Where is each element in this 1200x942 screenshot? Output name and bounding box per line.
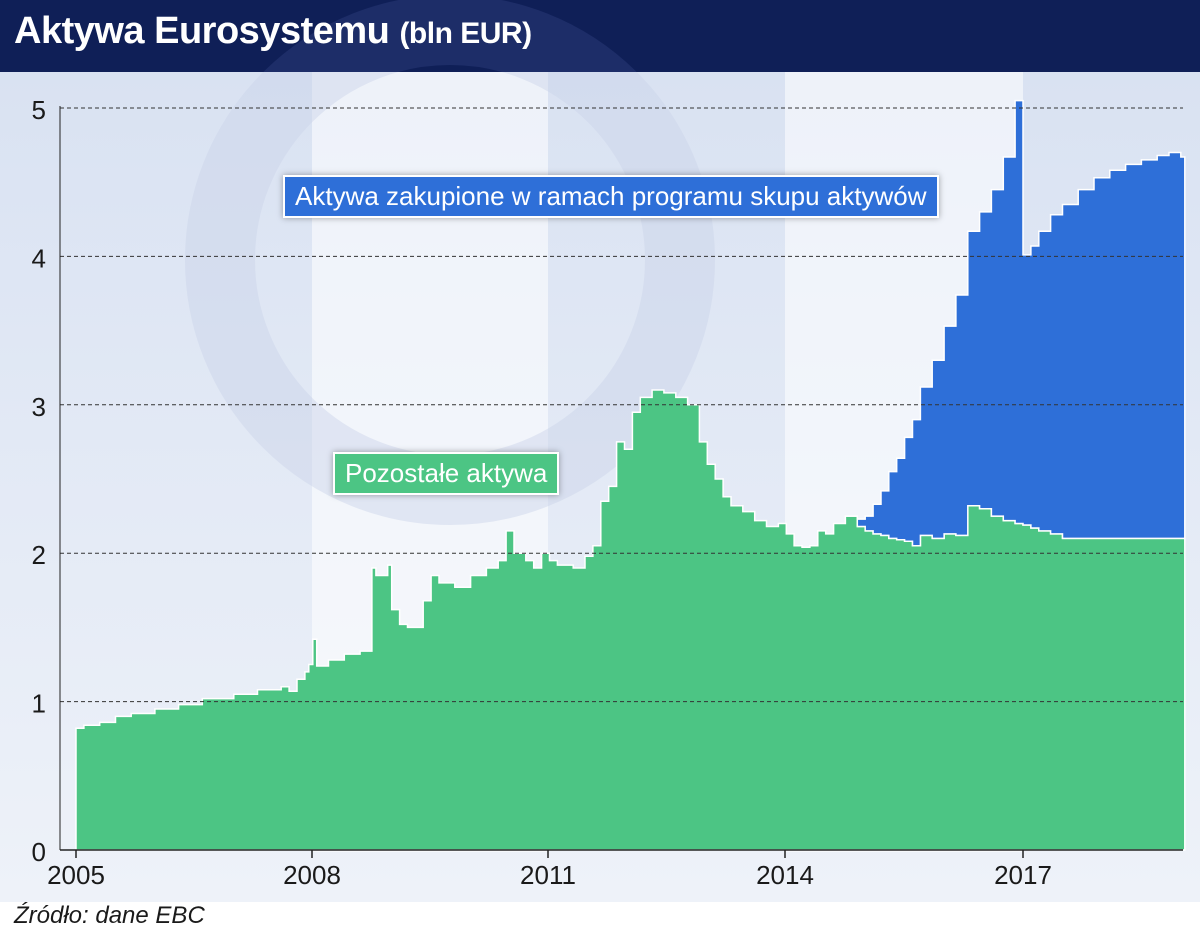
legend-label-app-assets: Aktywa zakupione w ramach programu skupu…: [283, 175, 939, 218]
source-note: Źródło: dane EBC: [14, 902, 205, 929]
x-tick-label: 2011: [520, 860, 576, 890]
y-tick-label: 2: [32, 540, 46, 570]
header-watermark: [263, 0, 637, 72]
y-tick-label: 3: [32, 392, 46, 422]
legend-label-other-assets: Pozostałe aktywa: [333, 452, 560, 495]
y-tick-label: 0: [32, 837, 46, 867]
x-tick-label: 2017: [994, 860, 1052, 890]
x-tick-label: 2008: [283, 860, 341, 890]
y-tick-label: 5: [32, 95, 46, 125]
chart-title-text: Aktywa Eurosystemu: [14, 10, 390, 52]
series-area-app-assets: [845, 99, 1186, 547]
chart-title: Aktywa Eurosystemu (bln EUR): [14, 10, 532, 53]
x-tick-label: 2005: [47, 860, 105, 890]
header-bar: Aktywa Eurosystemu (bln EUR): [0, 0, 1200, 72]
y-tick-label: 4: [32, 243, 46, 273]
y-tick-label: 1: [32, 689, 46, 719]
x-tick-label: 2014: [756, 860, 814, 890]
chart-title-unit: (bln EUR): [399, 17, 532, 50]
